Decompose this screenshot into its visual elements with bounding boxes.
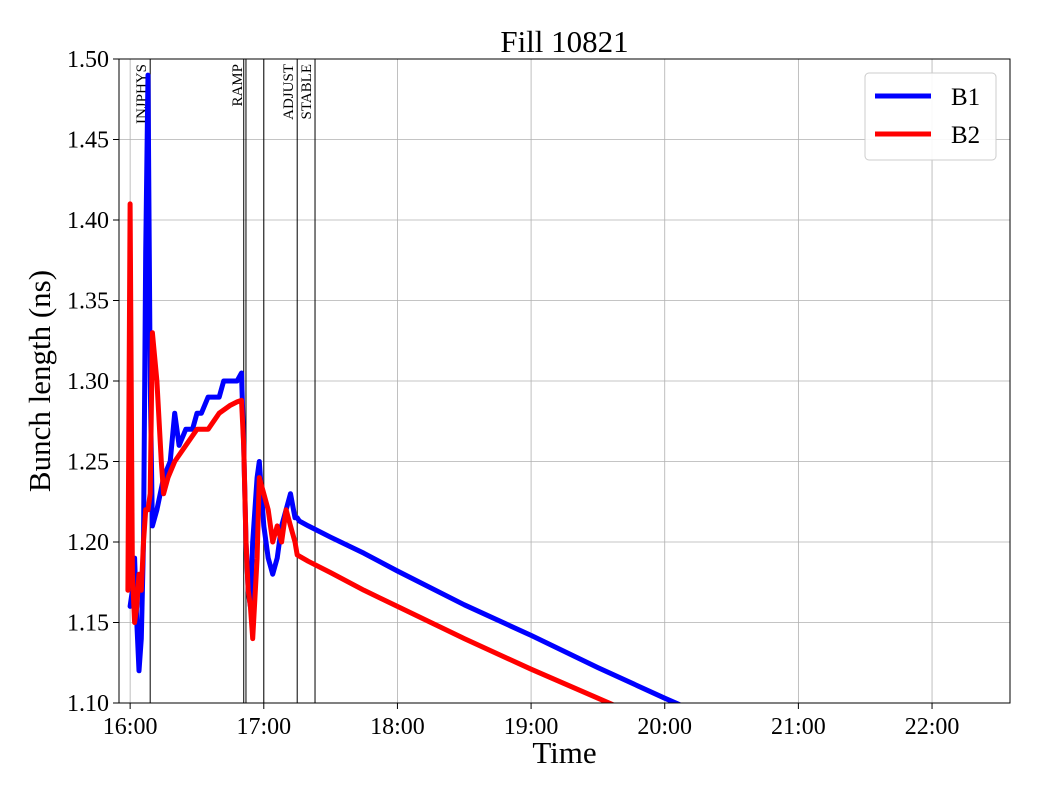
x-tick-label: 18:00 xyxy=(370,714,425,740)
axis-ticks: 16:00 17:00 18:00 19:00 20:00 21:00 22:00 1.10 1… xyxy=(67,47,959,740)
chart-title: Fill 10821 xyxy=(500,24,628,59)
y-tick-label: 1.40 xyxy=(67,208,109,234)
legend-label-b1: B1 xyxy=(951,84,980,111)
x-tick-label: 22:00 xyxy=(905,714,960,740)
x-tick-label: 16:00 xyxy=(103,714,158,740)
legend-label-b2: B2 xyxy=(951,122,980,149)
x-axis-label: Time xyxy=(532,735,596,770)
series-line-b2 xyxy=(125,201,616,703)
y-tick-label: 1.50 xyxy=(67,47,109,73)
x-tick-label: 20:00 xyxy=(637,714,692,740)
y-axis-label: Bunch length (ns) xyxy=(22,270,57,492)
y-tick-label: 1.25 xyxy=(67,450,109,476)
x-tick-label: 21:00 xyxy=(771,714,826,740)
y-tick-label: 1.15 xyxy=(67,611,109,637)
y-tick-label: 1.20 xyxy=(67,530,109,556)
series-lines xyxy=(125,72,683,703)
y-tick-label: 1.30 xyxy=(67,369,109,395)
y-tick-label: 1.35 xyxy=(67,289,109,315)
y-tick-label: 1.10 xyxy=(67,691,109,717)
mode-marker-label: ADJUST xyxy=(281,64,297,120)
x-tick-label: 17:00 xyxy=(236,714,291,740)
mode-marker-label: RAMP xyxy=(230,64,246,107)
x-tick-label: 19:00 xyxy=(504,714,559,740)
y-tick-label: 1.45 xyxy=(67,128,109,154)
mode-marker-label: STABLE xyxy=(299,64,315,119)
grid-lines xyxy=(119,58,1010,704)
